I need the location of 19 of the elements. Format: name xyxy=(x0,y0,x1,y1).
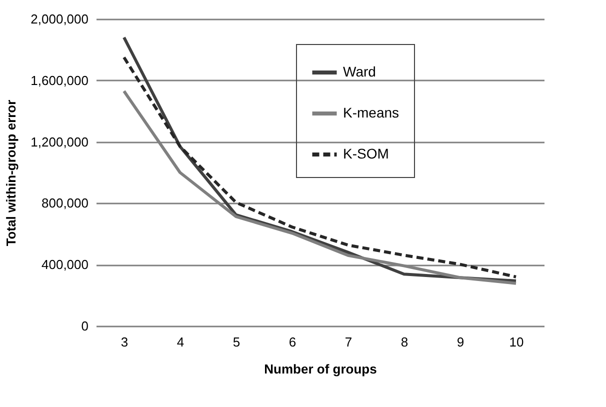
legend-label: K-means xyxy=(343,104,400,120)
x-tick-label: 6 xyxy=(288,334,296,350)
x-tick-label: 9 xyxy=(456,334,464,350)
legend-label: K-SOM xyxy=(343,146,389,162)
x-tick-label: 8 xyxy=(400,334,408,350)
y-tick-label: 1,600,000 xyxy=(30,72,88,88)
y-tick-label: 1,200,000 xyxy=(30,134,88,150)
x-tick-label: 5 xyxy=(232,334,240,350)
y-tick-label: 400,000 xyxy=(42,257,88,272)
x-tick-label: 4 xyxy=(176,334,184,350)
y-tick-label: 0 xyxy=(81,318,88,334)
y-axis-title: Total within-group error xyxy=(4,100,19,246)
x-tick-label: 7 xyxy=(344,334,352,350)
legend-label: Ward xyxy=(343,64,376,80)
x-axis-title: Number of groups xyxy=(264,362,377,376)
y-tick-label: 2,000,000 xyxy=(30,12,88,26)
y-tick-label: 800,000 xyxy=(42,196,88,211)
x-tick-label: 3 xyxy=(120,334,128,350)
x-tick-label: 10 xyxy=(509,334,524,350)
